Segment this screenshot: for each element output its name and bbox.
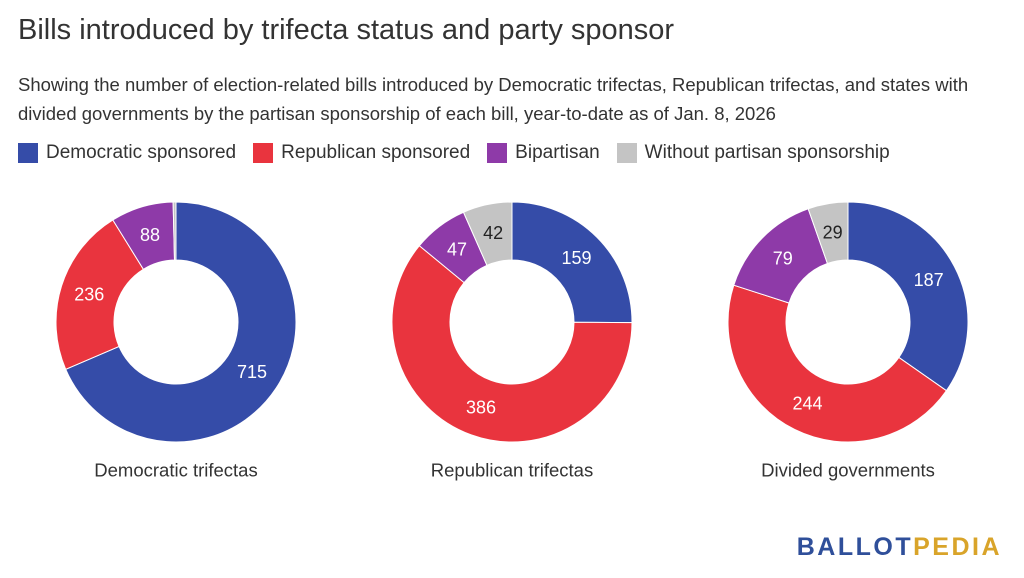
chart-title: Bills introduced by trifecta status and … — [18, 14, 675, 46]
data-label-divided-governments-democratic-sponsored: 187 — [914, 270, 944, 290]
logo-pedia-text: PEDIA — [913, 533, 1002, 561]
data-label-democratic-trifectas-bipartisan: 88 — [140, 225, 160, 245]
donut-slice-divided-governments-without-partisan-sponsorship — [807, 201, 849, 265]
legend-swatch-democratic — [18, 143, 38, 163]
legend-swatch-nonpartisan — [616, 143, 637, 163]
legend-item-nonpartisan: Without partisan sponsorship — [616, 142, 890, 164]
data-label-republican-trifectas-without-partisan-sponsorship: 42 — [483, 223, 503, 243]
donut-slice-democratic-trifectas-without-partisan-sponsorship — [172, 201, 177, 261]
legend-label-bipartisan: Bipartisan — [515, 142, 600, 163]
logo-ballot-text: BALLOT — [796, 533, 914, 561]
legend-item-republican: Republican sponsored — [253, 142, 470, 164]
donut-slice-divided-governments-democratic-sponsored — [847, 201, 969, 392]
data-label-democratic-trifectas-democratic-sponsored: 715 — [237, 362, 267, 382]
legend-label-nonpartisan: Without partisan sponsorship — [644, 142, 890, 163]
legend-label-democratic: Democratic sponsored — [46, 142, 237, 163]
chart-caption-democratic-trifectas: Democratic trifectas — [94, 460, 257, 481]
data-label-divided-governments-bipartisan: 79 — [773, 249, 793, 269]
donut-slice-democratic-trifectas-democratic-sponsored — [65, 201, 297, 443]
data-label-divided-governments-republican-sponsored: 244 — [793, 394, 823, 414]
legend-swatch-bipartisan — [487, 143, 508, 163]
data-label-republican-trifectas-democratic-sponsored: 159 — [561, 248, 591, 268]
chart-caption-divided-governments: Divided governments — [761, 460, 935, 481]
legend-item-bipartisan: Bipartisan — [487, 142, 600, 164]
data-label-republican-trifectas-republican-sponsored: 386 — [466, 398, 496, 418]
donut-slice-divided-governments-republican-sponsored — [727, 284, 948, 443]
chart-subtitle: Showing the number of election-related b… — [18, 74, 969, 124]
data-label-democratic-trifectas-republican-sponsored: 236 — [74, 285, 104, 305]
legend: Democratic sponsored Republican sponsore… — [18, 142, 907, 164]
ballotpedia-logo: BALLOTPEDIA — [797, 533, 1002, 562]
donut-slice-republican-trifectas-republican-sponsored — [391, 245, 633, 443]
donut-slice-republican-trifectas-without-partisan-sponsorship — [462, 201, 513, 266]
legend-swatch-republican — [253, 143, 274, 163]
data-label-divided-governments-without-partisan-sponsorship: 29 — [823, 222, 843, 242]
legend-label-republican: Republican sponsored — [281, 142, 471, 163]
donut-slice-democratic-trifectas-republican-sponsored — [55, 219, 145, 370]
chart-caption-republican-trifectas: Republican trifectas — [431, 460, 593, 481]
data-label-republican-trifectas-bipartisan: 47 — [447, 240, 467, 260]
legend-item-democratic: Democratic sponsored — [18, 142, 236, 164]
donut-slice-republican-trifectas-democratic-sponsored — [511, 201, 633, 324]
